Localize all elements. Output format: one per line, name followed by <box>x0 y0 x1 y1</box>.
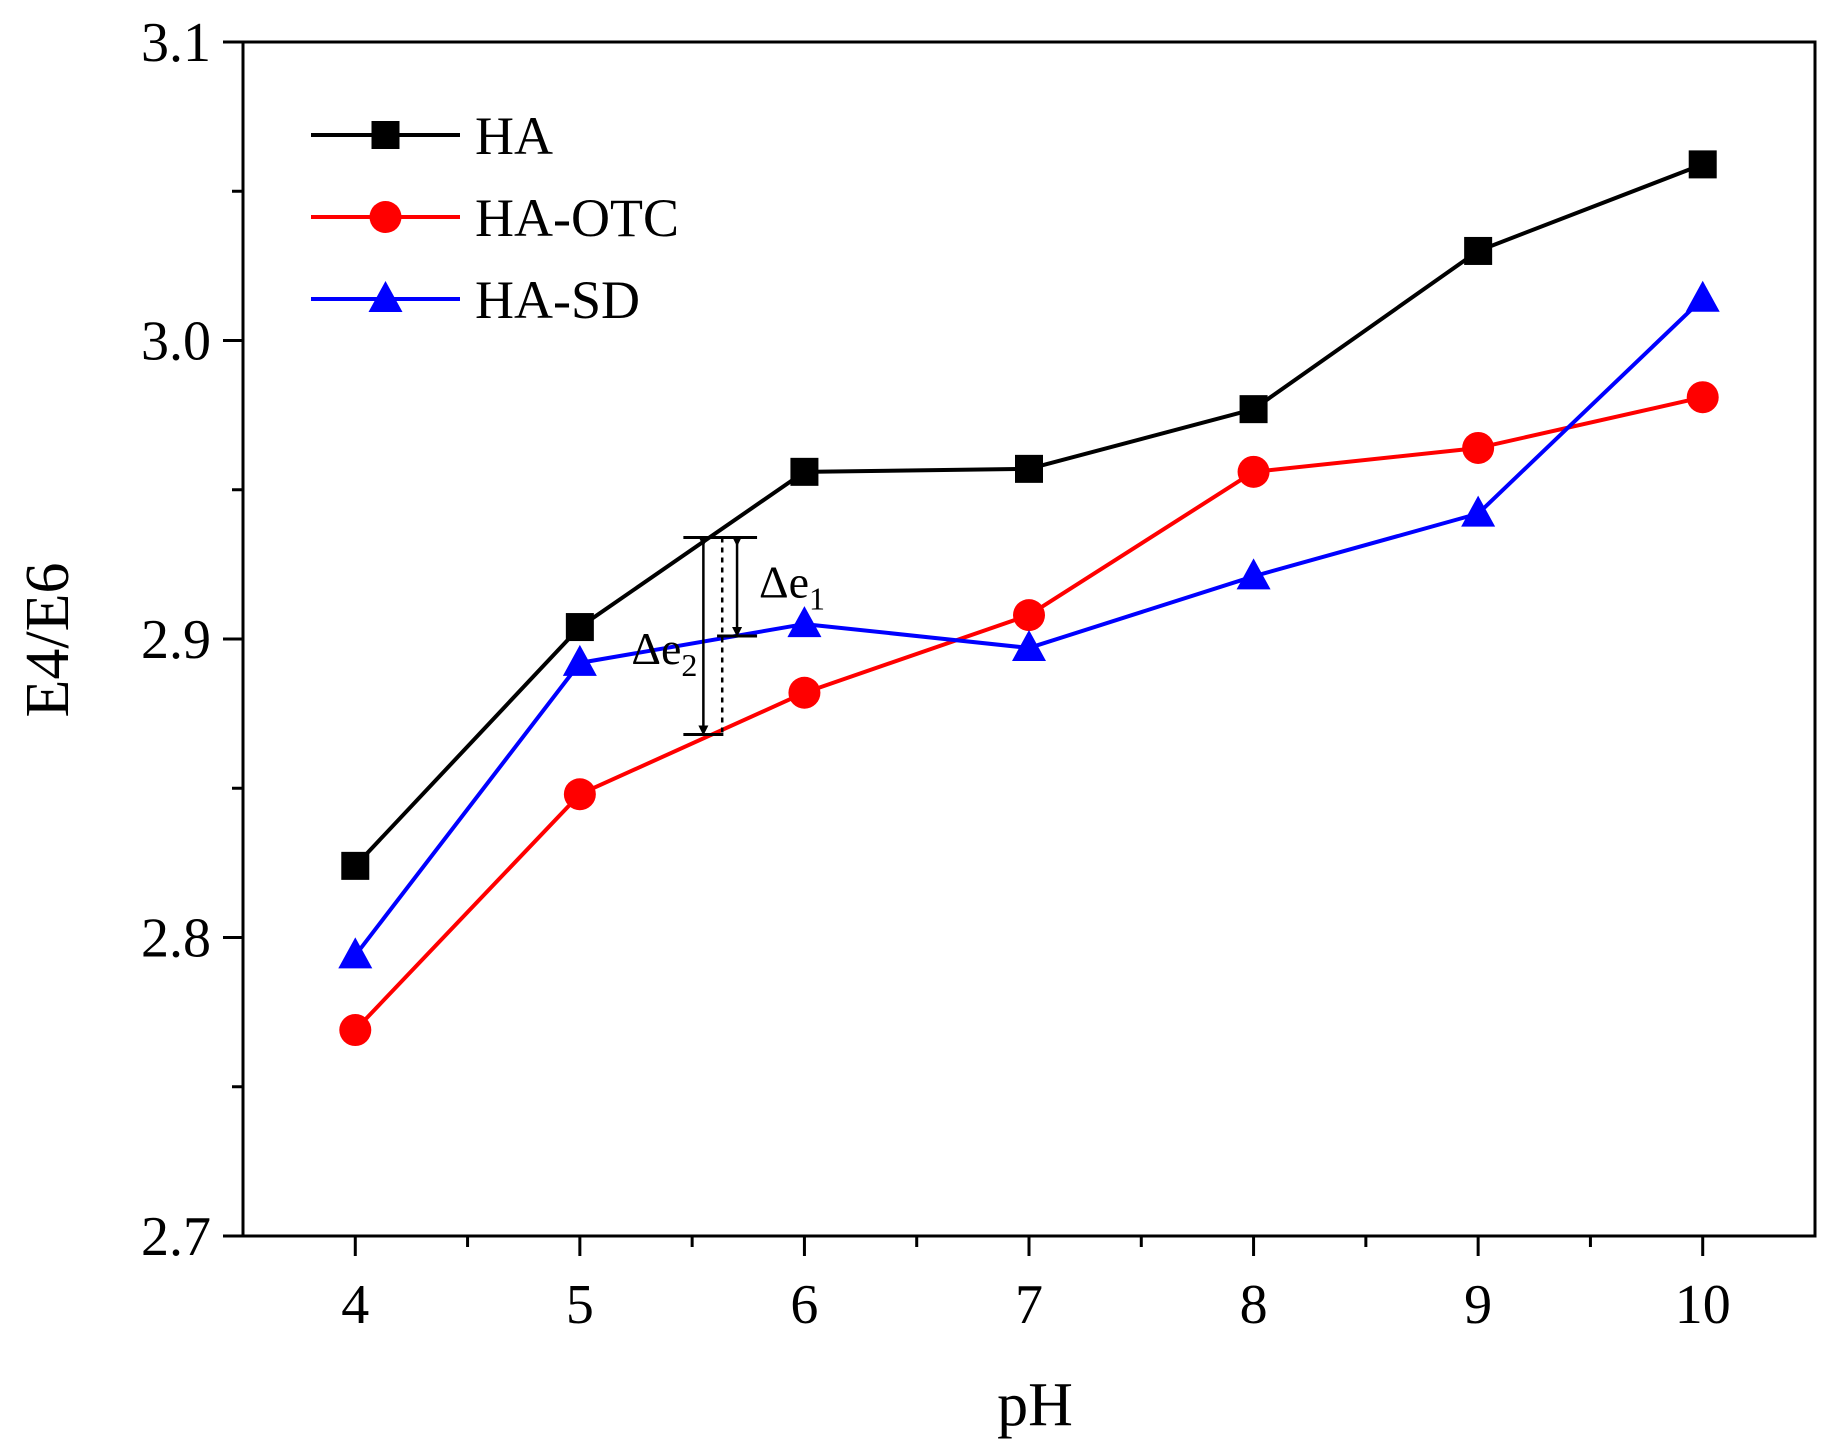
x-tick-label: 8 <box>1240 1274 1268 1336</box>
data-point-ha-sd <box>1012 629 1046 661</box>
x-tick-label: 9 <box>1464 1274 1492 1336</box>
data-point-ha <box>1464 236 1493 265</box>
annotation-label: Δe1 <box>759 557 825 617</box>
data-point-ha-otc <box>1686 381 1719 414</box>
data-point-ha <box>565 613 594 642</box>
data-point-ha-otc <box>1237 455 1270 488</box>
series-ha-otc <box>339 381 1719 1047</box>
y-tick-label: 2.8 <box>141 908 211 970</box>
legend-marker <box>371 121 400 149</box>
data-point-ha-otc <box>339 1014 372 1047</box>
data-point-ha <box>1015 454 1043 483</box>
legend-marker <box>368 281 403 312</box>
data-point-ha <box>1688 150 1717 179</box>
data-point-ha-otc <box>1013 599 1045 632</box>
annotation-label: Δe2 <box>631 623 697 683</box>
legend-marker <box>369 201 402 233</box>
data-point-ha-sd <box>787 606 822 638</box>
legend: HA HA-OTC HA-SD <box>311 106 679 330</box>
annotation-delta-e2: Δe2 <box>631 536 724 737</box>
x-axis-title: pH <box>997 1371 1073 1439</box>
annotation-delta-e1: Δe1 <box>717 536 825 638</box>
y-tick-label: 2.9 <box>141 609 211 671</box>
y-tick-label: 2.7 <box>141 1206 211 1268</box>
legend-label: HA-OTC <box>475 188 679 248</box>
x-tick-label: 5 <box>566 1274 594 1336</box>
data-point-ha-sd <box>1461 495 1496 527</box>
x-tick-label: 4 <box>341 1274 369 1336</box>
legend-item-ha-otc: HA-OTC <box>311 188 679 248</box>
y-axis-title: E4/E6 <box>14 563 82 718</box>
data-point-ha-otc <box>563 778 596 811</box>
y-tick-label: 3.0 <box>141 311 211 373</box>
data-point-ha-sd <box>1236 558 1271 590</box>
data-point-ha-sd <box>1685 280 1720 312</box>
data-point-ha <box>341 851 370 880</box>
data-point-ha <box>1239 395 1268 424</box>
series-ha <box>341 150 1717 880</box>
data-point-ha-otc <box>788 676 821 709</box>
series-layer <box>338 150 1720 1047</box>
x-tick-label: 7 <box>1015 1274 1043 1336</box>
axes: 4 5 6 7 8 9 10 2.7 2.8 2.9 3.0 3.1 <box>141 12 1817 1336</box>
legend-item-ha-sd: HA-SD <box>311 270 640 330</box>
annotation-layer: Δe1 Δe2 <box>631 536 825 737</box>
data-point-ha-sd <box>338 937 373 969</box>
y-tick-label: 3.1 <box>141 12 211 74</box>
x-tick-label: 10 <box>1675 1274 1731 1336</box>
legend-label: HA <box>475 106 553 166</box>
data-point-ha <box>790 457 819 486</box>
series-ha-sd <box>338 280 1720 969</box>
x-tick-label: 6 <box>790 1274 818 1336</box>
legend-label: HA-SD <box>475 270 640 330</box>
legend-item-ha: HA <box>311 106 553 166</box>
data-point-ha-sd <box>562 644 597 676</box>
data-point-ha-otc <box>1462 431 1495 464</box>
